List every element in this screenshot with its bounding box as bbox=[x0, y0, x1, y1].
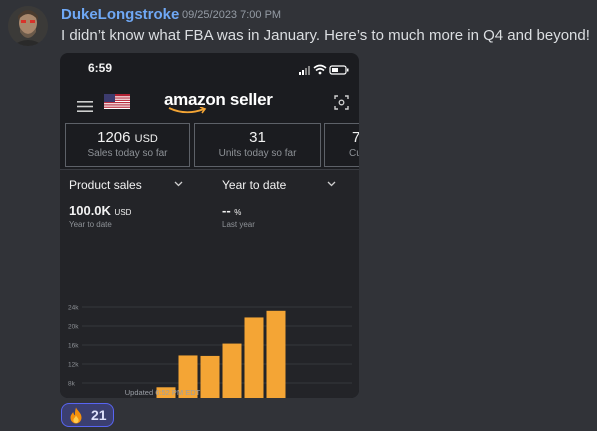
y-tick-label: 8k bbox=[68, 381, 76, 388]
divider bbox=[60, 169, 359, 170]
stat-label: Cu bbox=[349, 148, 359, 159]
stat-card-units[interactable]: 31 Units today so far bbox=[194, 123, 321, 167]
sales-bar-chart: 04k8k12k16k20k24kJanMarMayJulSepNov bbox=[68, 305, 352, 398]
metric-dropdown[interactable]: Product sales bbox=[69, 178, 142, 192]
stat-value: 1206 bbox=[97, 129, 131, 146]
message-text: I didn’t know what FBA was in January. H… bbox=[61, 27, 590, 44]
primary-label: Year to date bbox=[69, 220, 112, 229]
amazon-seller-logo: amazon seller bbox=[164, 90, 274, 116]
stat-card-partial[interactable]: 7 Cu bbox=[324, 123, 359, 167]
status-bar-icons bbox=[299, 61, 351, 80]
bar-jul bbox=[222, 343, 242, 398]
app-header: amazon seller bbox=[60, 85, 359, 119]
wifi-icon bbox=[313, 64, 327, 75]
menu-icon[interactable] bbox=[77, 97, 93, 116]
updated-text: Updated 6:52 PM EDT bbox=[124, 388, 201, 397]
bar-may bbox=[178, 355, 198, 398]
battery-icon bbox=[329, 65, 349, 75]
fire-icon bbox=[68, 407, 84, 428]
avatar[interactable] bbox=[8, 6, 48, 46]
logo-text: amazon seller bbox=[164, 90, 273, 109]
bar-apr bbox=[156, 387, 176, 398]
stat-unit: USD bbox=[134, 133, 158, 145]
stat-card-sales[interactable]: 1206 USD Sales today so far bbox=[65, 123, 190, 167]
primary-value: 100.0K USD bbox=[69, 203, 131, 218]
bar-aug bbox=[244, 317, 264, 398]
y-tick-label: 20k bbox=[68, 324, 79, 331]
author-name[interactable]: DukeLongstroke bbox=[61, 6, 180, 23]
sales-panel: Product sales Year to date 100.0K USD Ye… bbox=[60, 170, 359, 398]
primary-unit: USD bbox=[114, 208, 132, 217]
phone-clock: 6:59 bbox=[88, 61, 113, 75]
y-tick-label: 12k bbox=[68, 362, 79, 369]
period-dropdown[interactable]: Year to date bbox=[222, 178, 287, 192]
chevron-down-icon[interactable] bbox=[327, 181, 336, 187]
primary-number: 100.0K bbox=[69, 203, 111, 218]
stat-value: 7 bbox=[325, 129, 359, 146]
message-timestamp: 09/25/2023 7:00 PM bbox=[182, 9, 282, 21]
chevron-down-icon[interactable] bbox=[174, 181, 183, 187]
y-tick-label: 24k bbox=[68, 305, 79, 312]
stat-value: 31 bbox=[249, 129, 266, 146]
compare-number: -- bbox=[222, 203, 231, 218]
image-attachment[interactable]: 6:59 bbox=[60, 53, 359, 398]
stat-label: Units today so far bbox=[218, 148, 297, 159]
us-flag-icon[interactable] bbox=[104, 94, 130, 113]
bar-jun bbox=[200, 355, 220, 398]
signal-icon bbox=[299, 66, 310, 75]
compare-value: -- % bbox=[222, 203, 241, 218]
reaction-count: 21 bbox=[91, 407, 107, 423]
scan-icon[interactable] bbox=[334, 95, 349, 114]
compare-unit: % bbox=[234, 208, 242, 217]
y-tick-label: 16k bbox=[68, 343, 79, 350]
bar-sep bbox=[266, 310, 286, 398]
amazon-smile-icon bbox=[168, 107, 207, 114]
compare-label: Last year bbox=[222, 220, 255, 229]
reaction-button[interactable]: 21 bbox=[61, 403, 114, 427]
stat-label: Sales today so far bbox=[87, 148, 168, 159]
